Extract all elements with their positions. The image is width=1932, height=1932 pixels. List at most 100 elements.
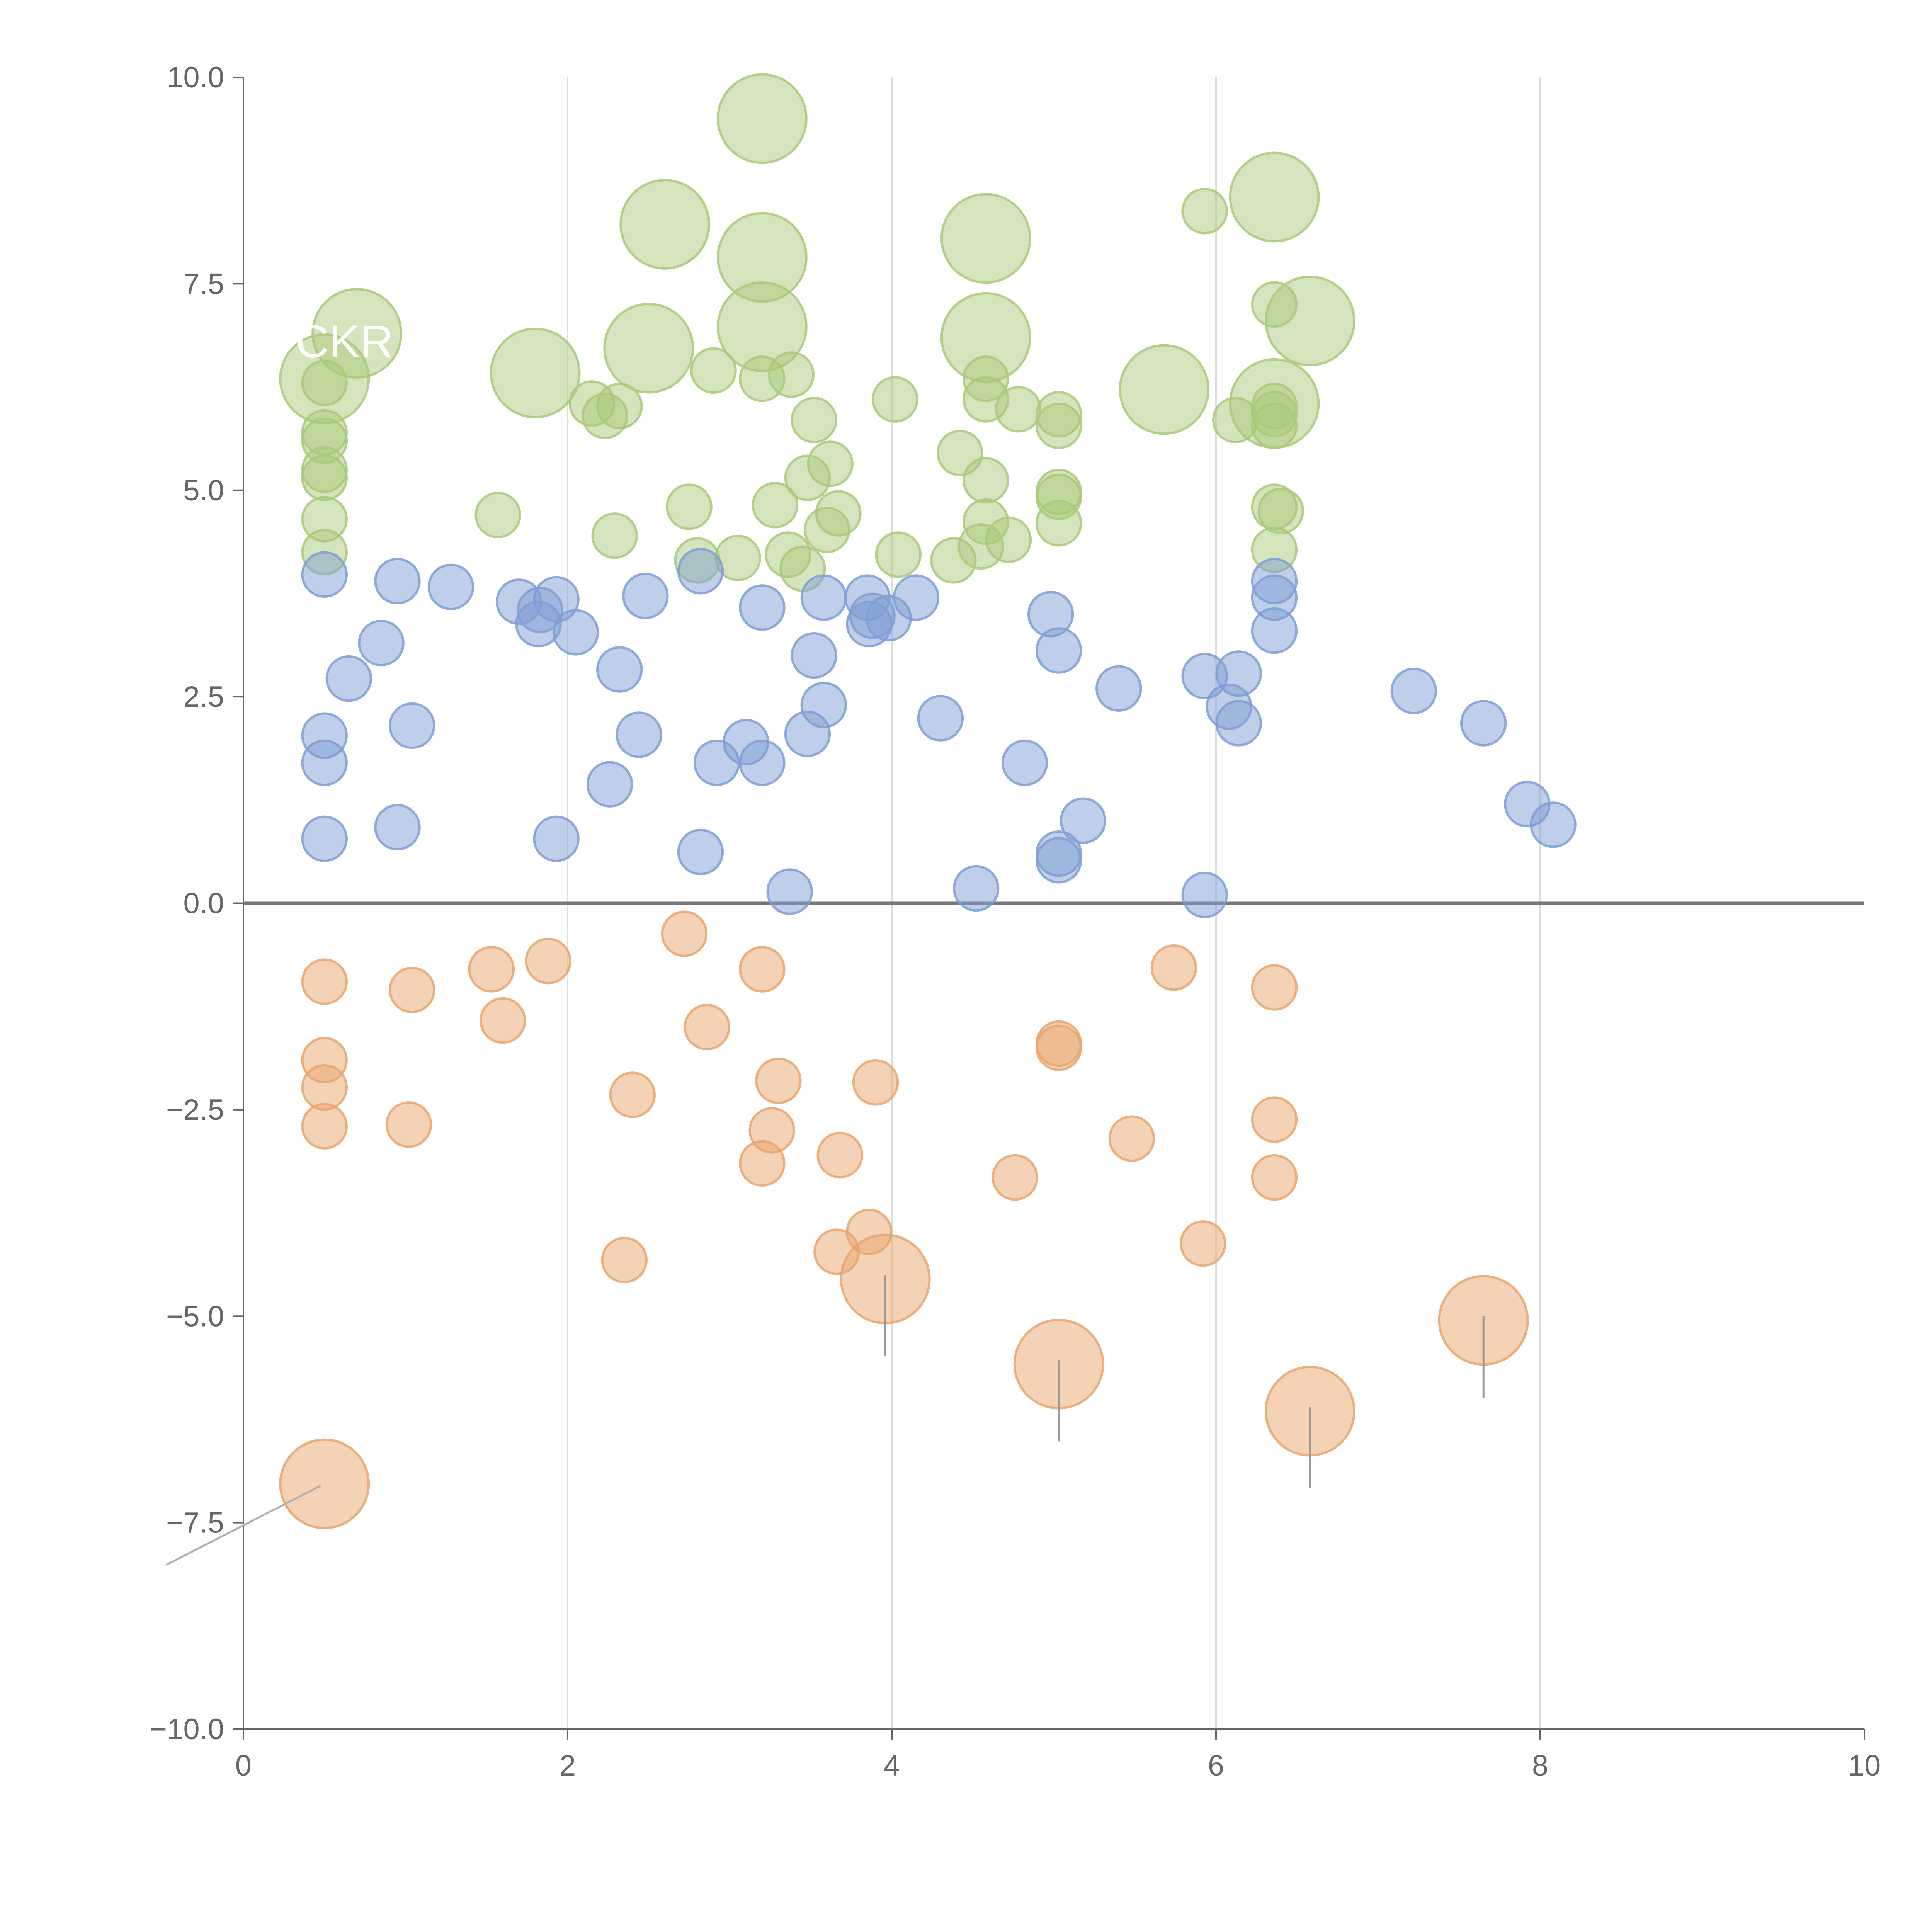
bubble-blue: [552, 609, 599, 656]
series-orange: [279, 910, 1529, 1529]
y-tick-label: 10.0: [167, 61, 224, 94]
bubble-blue: [1215, 650, 1262, 697]
bubble-blue: [1001, 739, 1048, 786]
bubble-blue: [739, 584, 786, 631]
bubble-green: [311, 288, 403, 379]
bubble-green: [1181, 188, 1228, 235]
bubble-orange: [739, 946, 786, 993]
bubble-blue: [800, 574, 847, 621]
bubble-orange: [301, 958, 348, 1005]
bubble-green: [591, 512, 638, 559]
partial-label: CKR: [296, 316, 393, 367]
bubble-orange: [389, 966, 435, 1014]
bubble-blue: [677, 548, 724, 595]
bubble-blue: [791, 632, 837, 679]
bubble-blue: [374, 558, 421, 605]
bubble-blue: [739, 739, 786, 786]
bubble-blue: [1251, 558, 1298, 605]
y-tick-label: 2.5: [183, 680, 224, 713]
bubble-green: [985, 516, 1032, 563]
bubble-blue: [533, 815, 580, 862]
bubble-green: [768, 351, 815, 398]
bubble-orange: [816, 1132, 863, 1179]
bubble-green: [603, 303, 694, 394]
bubble-blue: [1530, 801, 1577, 848]
bubble-green: [490, 327, 581, 418]
bubble-blue: [1460, 700, 1507, 747]
bubble-orange: [852, 1059, 899, 1106]
bubble-blue: [1035, 627, 1082, 674]
bubble-orange: [1035, 1024, 1082, 1071]
bubble-green: [619, 179, 711, 270]
bubble-orange: [1150, 944, 1197, 991]
x-tick-label: 0: [235, 1749, 252, 1782]
bubble-green: [791, 396, 837, 444]
bubble-orange: [684, 1003, 730, 1051]
y-tick-label: 7.5: [183, 267, 224, 300]
bubble-green: [1119, 344, 1210, 435]
bubble-blue: [917, 695, 964, 742]
x-tick-label: 4: [884, 1749, 900, 1782]
bubble-green: [963, 457, 1009, 504]
bubble-blue: [1060, 797, 1107, 844]
bubble-green: [1257, 487, 1304, 534]
bubble-blue: [1215, 700, 1262, 747]
x-tick-label: 10: [1848, 1749, 1881, 1782]
y-tick-label: −10.0: [150, 1713, 224, 1746]
bubble-green: [940, 292, 1031, 383]
bubble-green: [872, 376, 918, 423]
data-points: [165, 73, 1577, 1566]
bubble-orange: [1108, 1115, 1155, 1162]
bubble-blue: [952, 865, 1000, 912]
bubble-orange: [468, 946, 515, 993]
bubble-orange: [279, 1438, 370, 1529]
bubble-blue: [1390, 667, 1437, 714]
bubble-green: [301, 496, 348, 543]
bubble-orange: [301, 1064, 348, 1111]
bubble-blue: [586, 761, 633, 808]
bubble-blue: [325, 655, 372, 702]
series-blue: [301, 548, 1577, 918]
bubble-green: [875, 531, 922, 578]
bubble-orange: [525, 937, 571, 985]
bubble-orange: [385, 1101, 432, 1148]
bubble-green: [1229, 358, 1320, 449]
bubble-blue: [677, 828, 724, 876]
bubble-blue: [893, 574, 940, 621]
bubble-green: [752, 482, 799, 529]
bubble-orange: [301, 1103, 348, 1150]
bubble-blue: [374, 804, 421, 851]
bubble-green: [807, 440, 854, 487]
bubble-blue: [358, 619, 405, 667]
y-tick-label: −5.0: [166, 1300, 224, 1333]
bubble-blue: [800, 682, 847, 728]
x-tick-label: 2: [560, 1749, 576, 1782]
bubble-green: [1229, 151, 1320, 243]
bubble-orange: [601, 1236, 648, 1284]
label-overlay: CKR: [296, 316, 393, 367]
x-tick-label: 8: [1532, 1749, 1548, 1782]
bubble-orange: [1251, 1154, 1298, 1201]
y-tick-label: −2.5: [166, 1094, 224, 1126]
bubble-blue: [1181, 871, 1228, 918]
bubble-blue: [622, 573, 669, 619]
bubble-orange: [748, 1107, 795, 1154]
bubble-blue: [301, 551, 348, 598]
bubble-blue: [301, 712, 348, 759]
leader-line: [165, 1485, 321, 1566]
bubble-green: [666, 483, 713, 530]
bubble-orange: [661, 910, 708, 957]
bubble-orange: [609, 1071, 656, 1118]
bubble-green: [815, 490, 862, 537]
y-tick-label: −7.5: [166, 1507, 224, 1539]
y-tick-label: 0.0: [183, 887, 224, 920]
bubble-orange: [479, 997, 526, 1044]
y-tick-label: 5.0: [183, 474, 224, 507]
x-tick-label: 6: [1208, 1749, 1224, 1782]
bubble-green: [1035, 468, 1082, 515]
bubble-green: [716, 73, 808, 164]
bubble-orange: [755, 1057, 802, 1104]
bubble-green: [474, 492, 521, 539]
